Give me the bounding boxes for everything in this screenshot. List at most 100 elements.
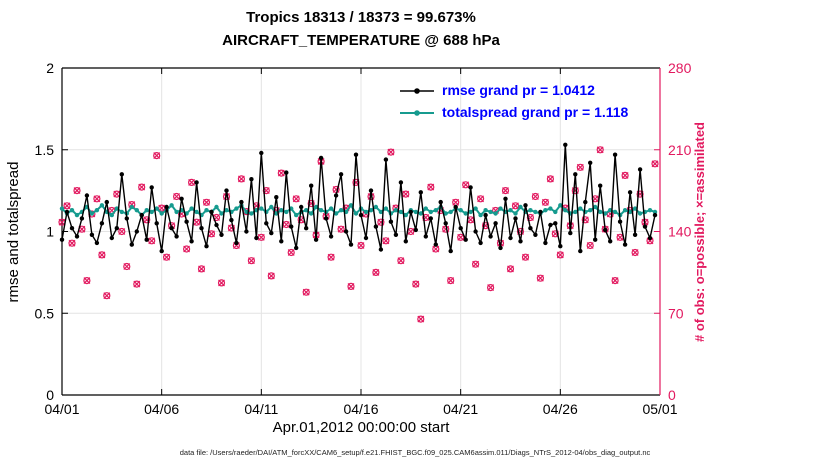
obs-possible-marker: [237, 175, 245, 183]
obs-possible-marker: [377, 218, 385, 226]
obs-possible-marker: [596, 146, 604, 154]
obs-possible-marker: [93, 195, 101, 203]
obs-possible-marker: [98, 251, 106, 259]
chart-subtitle: AIRCRAFT_TEMPERATURE @ 688 hPa: [222, 32, 500, 49]
obs-possible-marker: [347, 282, 355, 290]
x-tick-label: 04/16: [343, 401, 378, 417]
legend-label-rmse: rmse grand pr = 1.0412: [442, 82, 595, 98]
obs-possible-marker: [412, 280, 420, 288]
obs-possible-marker: [302, 288, 310, 296]
obs-possible-marker: [352, 178, 360, 186]
obs-possible-marker: [387, 148, 395, 156]
obs-possible-marker: [536, 274, 545, 282]
y-axis-label-left: rmse and totalspread: [5, 162, 22, 303]
x-tick-label: 05/01: [642, 401, 677, 417]
obs-possible-marker: [133, 280, 141, 288]
obs-possible-marker: [382, 237, 390, 245]
y-axis-label-right: # of obs: o=possible; ×=assimilated: [692, 122, 707, 342]
obs-possible-marker: [327, 253, 335, 261]
chart-title: Tropics 18313 / 18373 = 99.673%: [246, 9, 476, 26]
obs-possible-marker: [123, 262, 131, 271]
obs-possible-marker: [118, 227, 126, 236]
obs-possible-marker: [631, 248, 639, 257]
y-left-tick-label: 0: [46, 387, 54, 403]
y-left-tick-label: 1.5: [35, 142, 55, 158]
x-tick-label: 04/26: [543, 401, 578, 417]
x-axis-label: Apr.01,2012 00:00:00 start: [273, 419, 451, 436]
x-tick-label: 04/21: [443, 401, 478, 417]
obs-possible-marker: [472, 260, 480, 268]
obs-possible-marker: [267, 272, 275, 280]
obs-possible-marker: [153, 152, 161, 160]
obs-possible-marker: [501, 187, 510, 195]
obs-possible-marker: [287, 248, 295, 257]
obs-possible-marker: [516, 227, 525, 236]
obs-possible-marker: [63, 202, 71, 210]
y-right-tick-label: 0: [668, 387, 676, 403]
obs-possible-marker: [173, 192, 181, 201]
y-left-tick-label: 1: [46, 224, 54, 240]
y-right-tick-label: 280: [668, 60, 692, 76]
obs-possible-marker: [163, 253, 171, 261]
obs-possible-marker: [103, 292, 111, 300]
rmse-line: [61, 144, 656, 252]
obs-possible-marker: [541, 198, 550, 206]
x-tick-label: 04/01: [44, 401, 79, 417]
legend-samples: [400, 88, 434, 116]
obs-possible-marker: [586, 241, 594, 250]
obs-possible-marker: [292, 195, 300, 203]
obs-possible-marker: [447, 277, 455, 285]
y-right-tick-label: 210: [668, 142, 692, 158]
obs-possible-marker: [83, 277, 91, 285]
obs-possible-marker: [138, 183, 146, 191]
obs-possible-marker: [148, 237, 156, 245]
obs-possible-marker: [247, 257, 255, 265]
obs-possible-marker: [202, 198, 211, 206]
obs-possible-marker: [402, 190, 410, 198]
obs-possible-marker: [487, 284, 495, 292]
obs-possible-marker: [143, 216, 151, 224]
y-left-tick-label: 0.5: [35, 305, 55, 321]
obs-possible-marker: [581, 216, 589, 224]
obs-possible-marker: [611, 277, 619, 285]
y-right-tick-label: 140: [668, 224, 692, 240]
data-file-caption: data file: /Users/raeder/DAI/ATM_forcXX/…: [180, 448, 651, 457]
obs-possible-marker: [477, 195, 485, 203]
obs-possible-marker: [457, 233, 465, 241]
obs-possible-marker: [217, 279, 226, 287]
obs-possible-marker: [576, 163, 584, 171]
obs-possible-marker: [531, 192, 540, 201]
obs-possible-marker: [427, 183, 435, 191]
obs-possible-marker: [307, 199, 315, 208]
obs-possible-marker: [183, 245, 191, 253]
obs-possible-marker: [417, 315, 425, 323]
obs-possible-marker: [397, 257, 405, 265]
obs-possible-marker: [636, 190, 644, 198]
obs-possible-marker: [506, 265, 515, 273]
chart-layer: 04/01 04/06 04/11 04/16 04/21 04/26 05/0100.51…: [35, 60, 692, 417]
obs-possible-marker: [73, 187, 81, 195]
legend: rmse grand pr = 1.0412 totalspread grand…: [400, 82, 629, 120]
obs-possible-marker: [357, 241, 365, 250]
obs-possible-marker: [651, 160, 659, 168]
obs-possible-marker: [621, 171, 629, 179]
obs-possible-marker: [571, 187, 579, 195]
obs-possible-marker: [556, 251, 564, 259]
obs-possible-marker: [462, 181, 470, 189]
x-tick-label: 04/11: [244, 401, 278, 417]
legend-label-totalspread: totalspread grand pr = 1.118: [442, 104, 629, 120]
y-right-tick-label: 70: [668, 305, 684, 321]
obs-possible-marker: [546, 175, 555, 183]
y-left-tick-label: 2: [46, 60, 54, 76]
x-tick-label: 04/06: [144, 401, 179, 417]
obs-possible-marker: [282, 220, 290, 229]
obs-possible-marker: [197, 265, 206, 273]
obs-possible-marker: [227, 224, 235, 232]
obs-possible-marker: [372, 268, 380, 276]
obs-possible-marker: [521, 253, 530, 261]
obs-possible-marker: [337, 225, 345, 233]
obs-possible-marker: [68, 239, 76, 247]
obs-possible-marker: [511, 202, 520, 210]
